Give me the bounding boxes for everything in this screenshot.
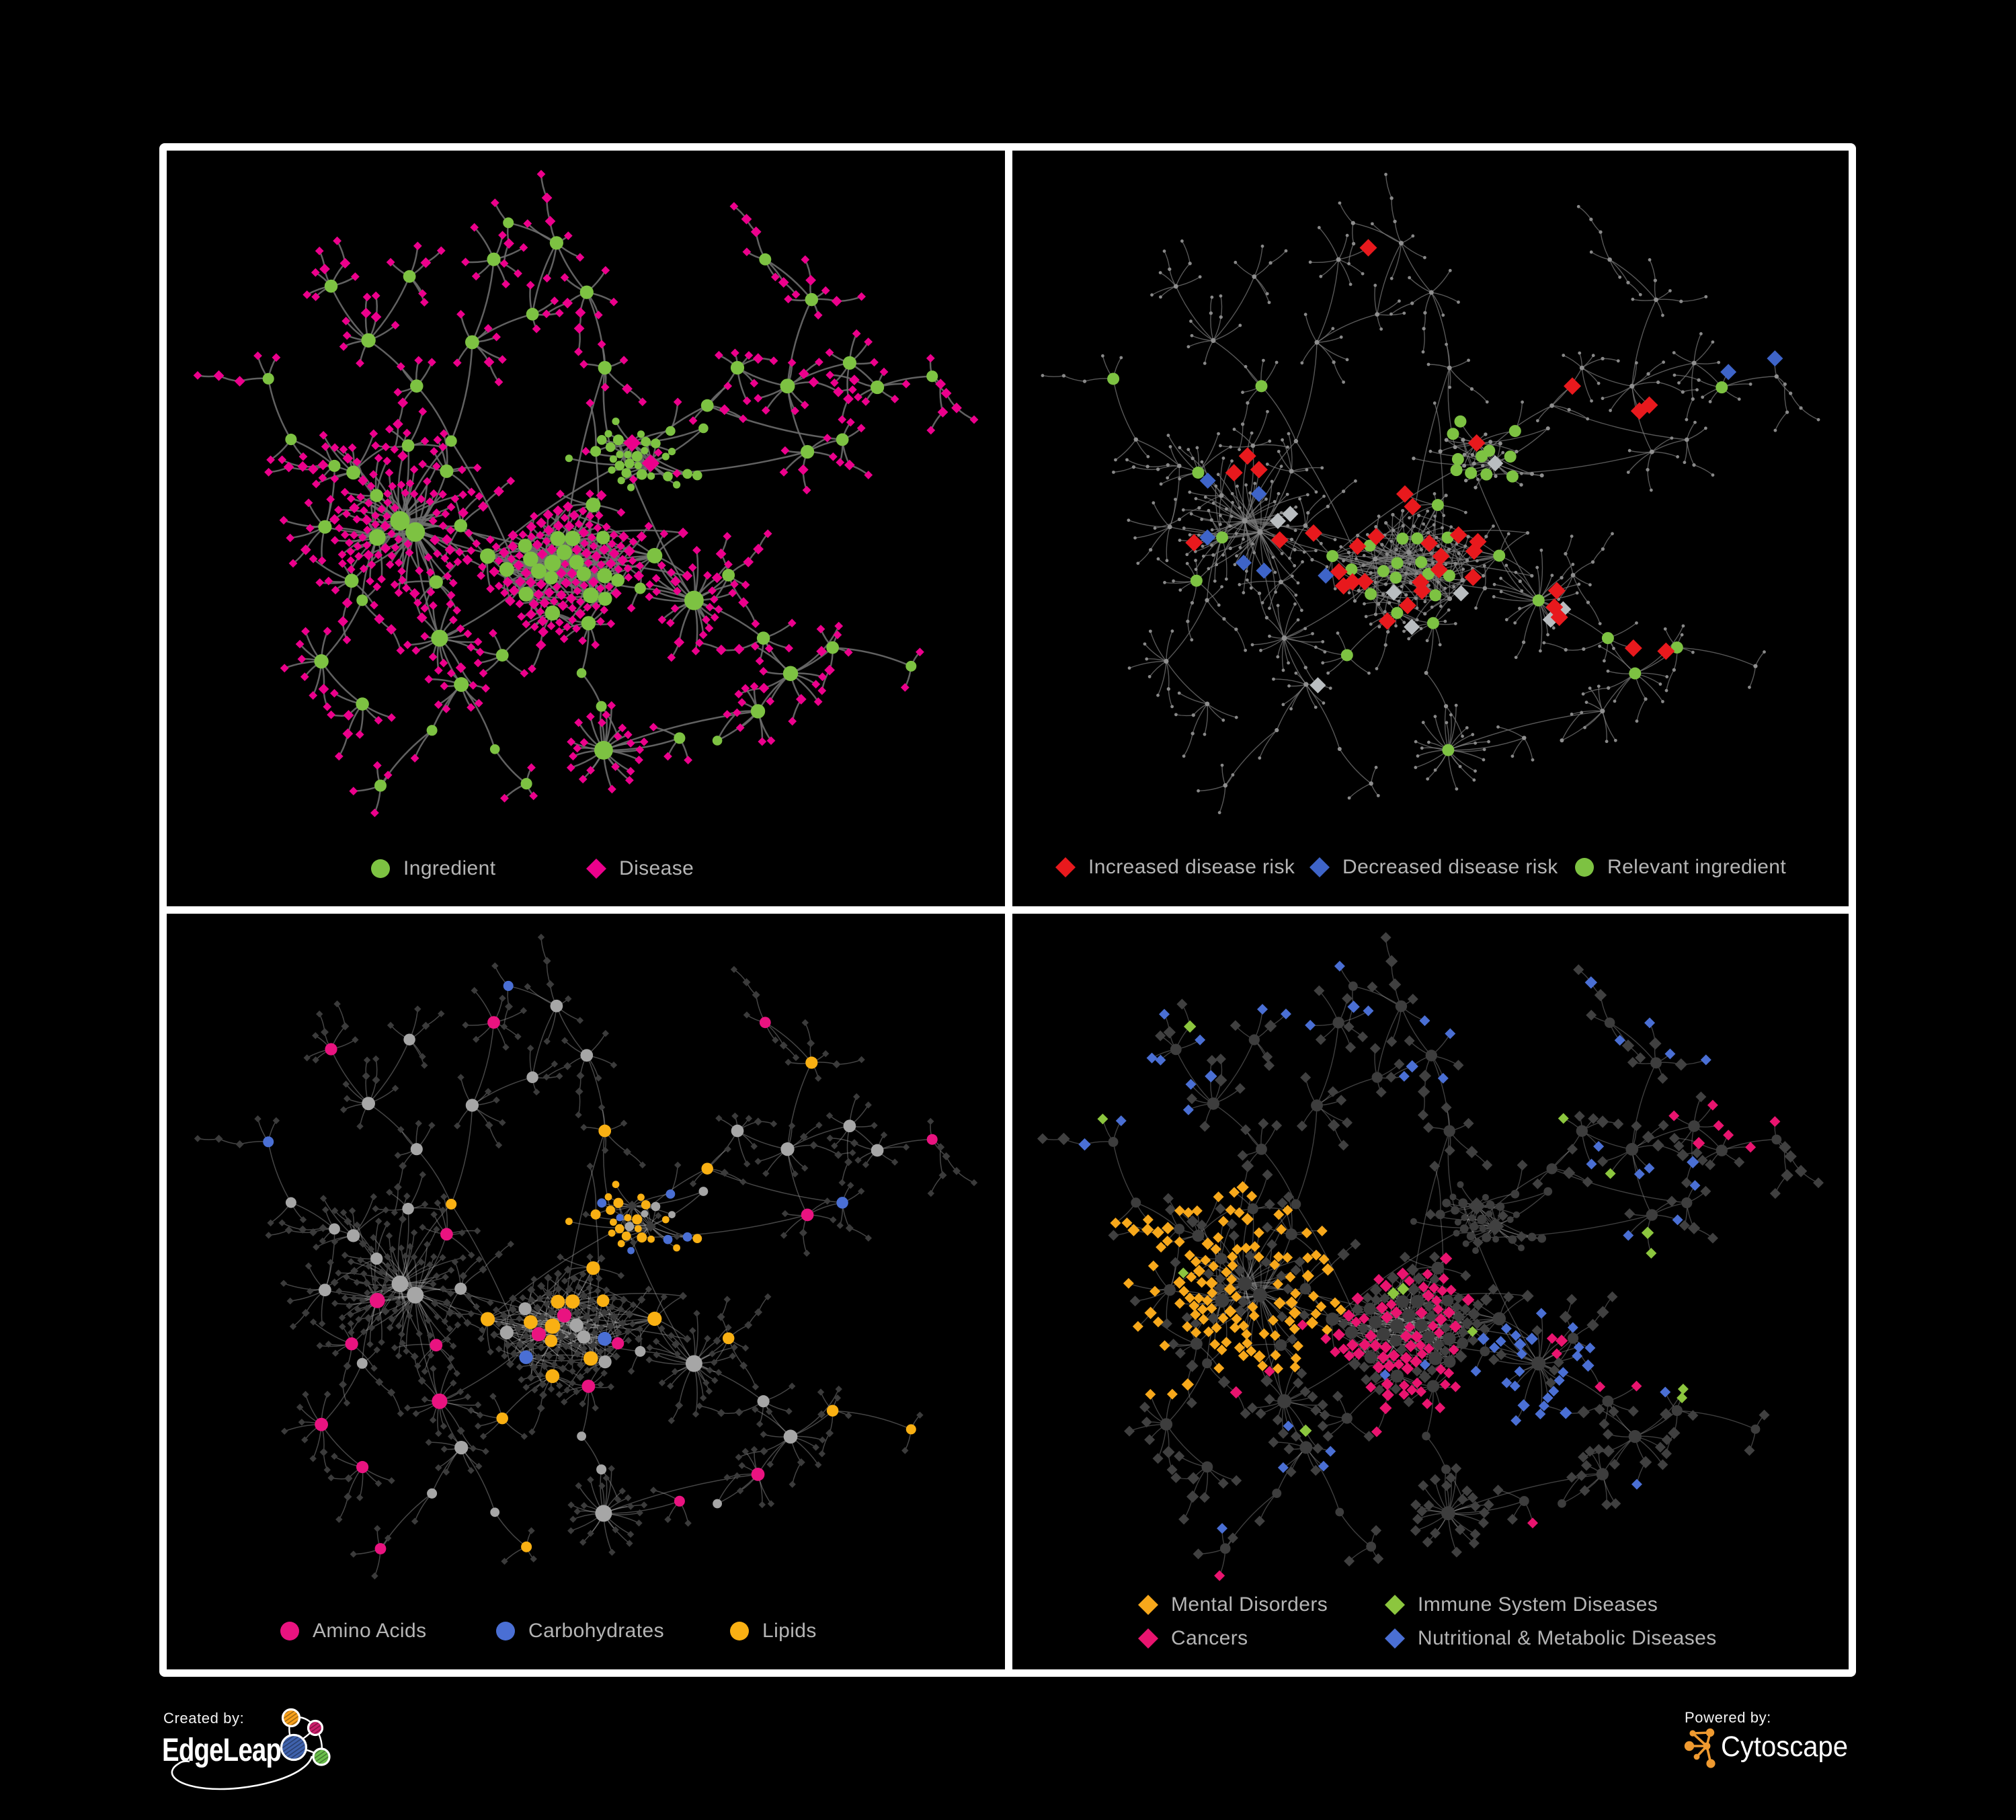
panel-grid-frame: Ingredient Disease Increased disease risk… — [159, 143, 1856, 1677]
legend-diamond-icon — [586, 859, 606, 879]
legend-label: Decreased disease risk — [1342, 856, 1558, 878]
legend-diamond-icon — [1138, 1628, 1158, 1649]
panel-ingredient-disease: Ingredient Disease — [167, 151, 1005, 906]
legend-circle-icon — [371, 859, 390, 878]
legend-label: Cancers — [1171, 1627, 1248, 1649]
legend-item-lipids: Lipids — [728, 1619, 817, 1643]
legend-diamond-icon — [1138, 1595, 1158, 1615]
legend-item-relevant-ingredient: Relevant ingredient — [1573, 855, 1786, 879]
legend-item-disease: Disease — [585, 857, 694, 881]
legend-label: Lipids — [762, 1620, 817, 1642]
legend-item-ingredient: Ingredient — [369, 857, 495, 881]
network-graph-p3 — [194, 933, 978, 1580]
network-graph-p2 — [1041, 173, 1820, 815]
legend-label: Disease — [619, 857, 694, 879]
legend-circle-icon — [496, 1622, 515, 1640]
legend-item-increased-disease-risk: Increased disease risk — [1054, 855, 1295, 879]
legend-circle-icon — [280, 1622, 299, 1640]
legend-diamond-icon — [1309, 857, 1330, 877]
panel-disease-classes: Mental Disorders Immune System Diseases Ca… — [1012, 914, 1849, 1669]
legend-item-immune-system-diseases: Immune System Diseases — [1383, 1593, 1658, 1617]
legend-circle-icon — [1575, 858, 1594, 877]
powered-by-label: Powered by: — [1685, 1709, 1771, 1726]
network-graph-p4 — [1037, 932, 1824, 1581]
legend-diamond-icon — [1055, 857, 1076, 877]
legend-diamond-icon — [1385, 1595, 1405, 1615]
cytoscape-wordmark: Cytoscape — [1721, 1731, 1848, 1763]
legend-circle-icon — [730, 1622, 749, 1640]
legend-item-nutritional-metabolic-diseases: Nutritional & Metabolic Diseases — [1383, 1626, 1717, 1651]
created-by-label: Created by: — [163, 1710, 245, 1727]
cytoscape-logo-icon — [1684, 1728, 1716, 1768]
network-graph-p1 — [193, 169, 979, 818]
edgeleap-logo-icon — [171, 1708, 331, 1790]
edgeleap-wordmark: EdgeLeap — [162, 1733, 282, 1768]
legend-item-decreased-disease-risk: Decreased disease risk — [1308, 855, 1558, 879]
legend-label: Ingredient — [403, 857, 496, 879]
legend-label: Amino Acids — [313, 1620, 427, 1642]
legend-label: Mental Disorders — [1171, 1593, 1328, 1616]
legend-item-mental-disorders: Mental Disorders — [1137, 1593, 1328, 1617]
legend-label: Immune System Diseases — [1418, 1593, 1658, 1616]
legend-diamond-icon — [1385, 1628, 1405, 1649]
legend-label: Nutritional & Metabolic Diseases — [1418, 1627, 1717, 1649]
panel-disease-risk: Increased disease risk Decreased disease … — [1012, 151, 1849, 906]
legend-label: Increased disease risk — [1088, 856, 1295, 878]
legend-item-cancers: Cancers — [1137, 1626, 1248, 1651]
legend-item-carbohydrates: Carbohydrates — [494, 1619, 664, 1643]
panel-nutrient-classes: Amino Acids Carbohydrates Lipids — [167, 914, 1005, 1669]
legend-item-amino-acids: Amino Acids — [278, 1619, 426, 1643]
legend-label: Relevant ingredient — [1607, 856, 1787, 878]
legend-label: Carbohydrates — [528, 1620, 664, 1642]
